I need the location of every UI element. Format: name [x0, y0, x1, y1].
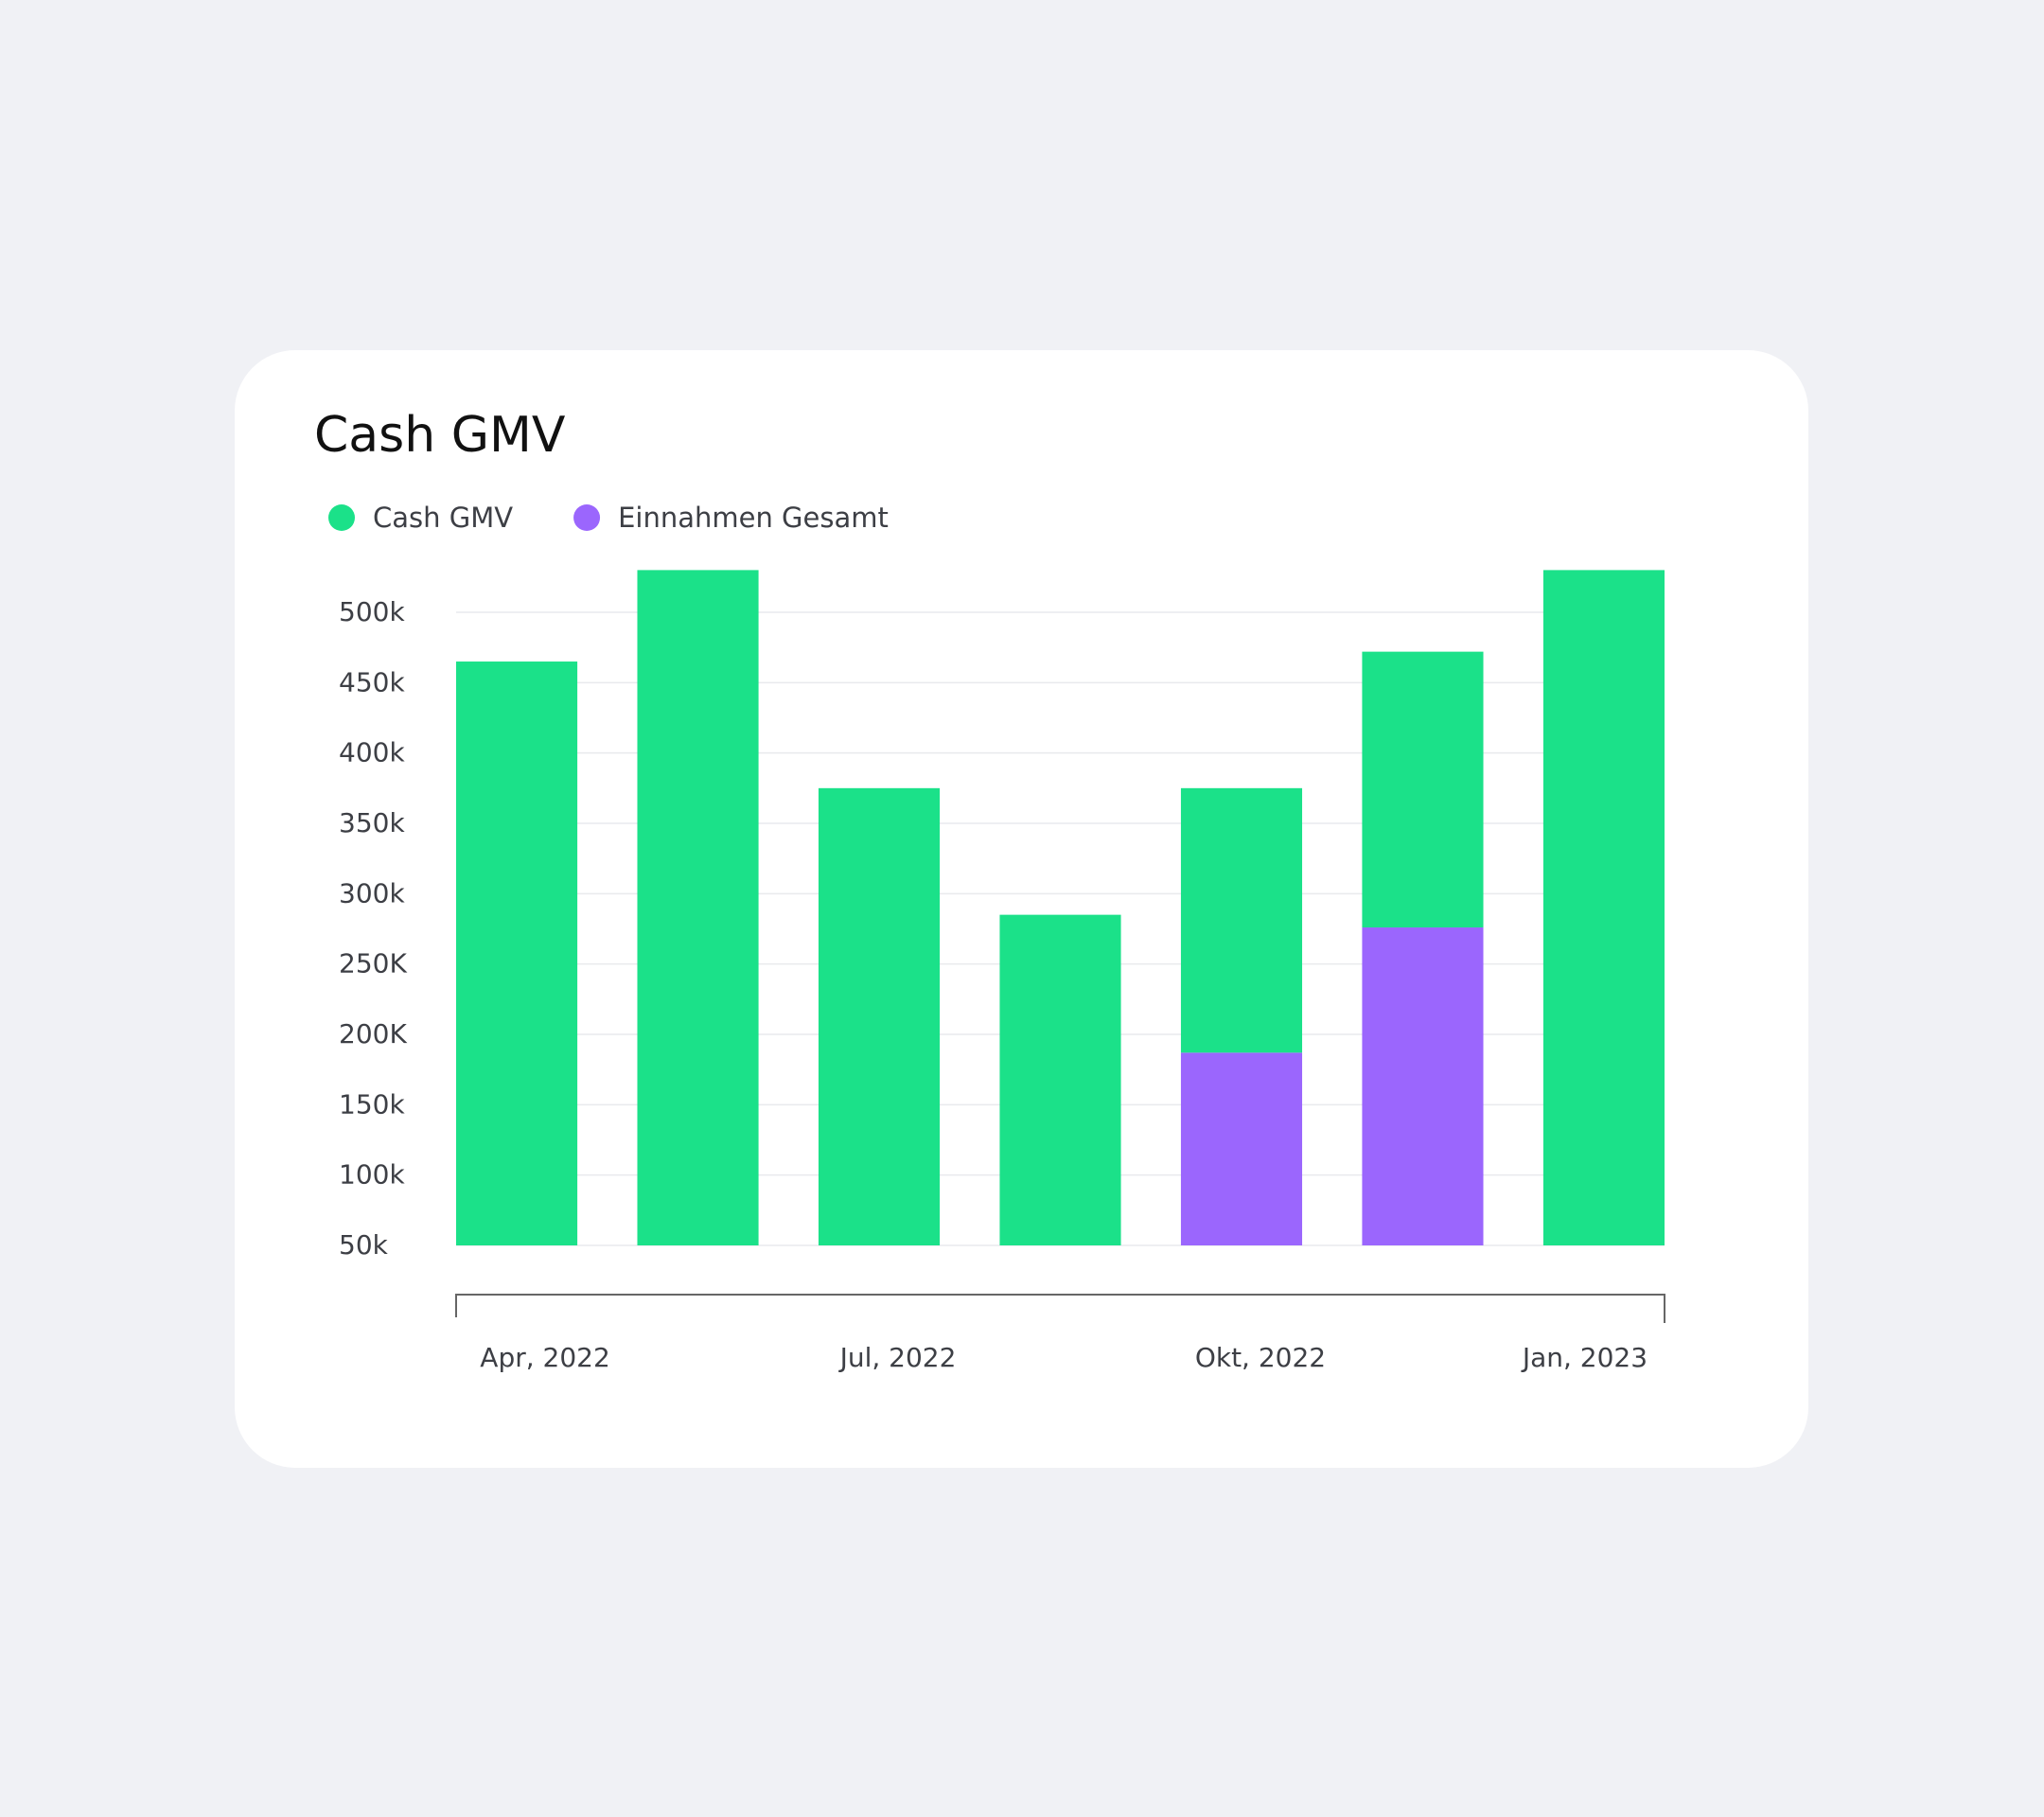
x-tick-label: Jan, 2023 — [1521, 1342, 1648, 1373]
bar-segment — [1362, 651, 1484, 928]
y-tick-label: 50k — [339, 1229, 389, 1261]
y-tick-label: 300k — [339, 877, 405, 908]
bar-segment — [1180, 787, 1303, 1053]
x-tick-label: Apr, 2022 — [480, 1342, 610, 1373]
bar-segment — [1180, 1052, 1303, 1245]
y-tick-label: 250K — [339, 948, 407, 979]
x-axis-bracket — [455, 1294, 1665, 1323]
chart-title: Cash GMV — [314, 407, 566, 464]
legend-swatch — [573, 504, 601, 531]
bar-segment — [1362, 927, 1484, 1245]
y-tick-label: 150k — [339, 1088, 405, 1120]
y-tick-label: 450k — [339, 666, 405, 697]
x-tick-label: Jul, 2022 — [838, 1342, 957, 1373]
y-tick-label: 100k — [339, 1159, 405, 1191]
legend-label: Einnahmen Gesamt — [618, 502, 889, 534]
x-tick-label: Okt, 2022 — [1195, 1342, 1326, 1373]
bar-segment — [1542, 570, 1665, 1245]
y-tick-label: 350k — [339, 807, 405, 838]
bar-segment — [818, 787, 941, 1245]
bar-segment — [637, 570, 759, 1245]
legend-label: Cash GMV — [373, 502, 513, 534]
y-tick-label: 400k — [339, 737, 405, 768]
y-tick-label: 200K — [339, 1018, 407, 1050]
legend-swatch — [328, 504, 355, 531]
bar-segment — [456, 662, 578, 1245]
bar-segment — [999, 914, 1121, 1245]
y-tick-label: 500k — [339, 596, 405, 627]
